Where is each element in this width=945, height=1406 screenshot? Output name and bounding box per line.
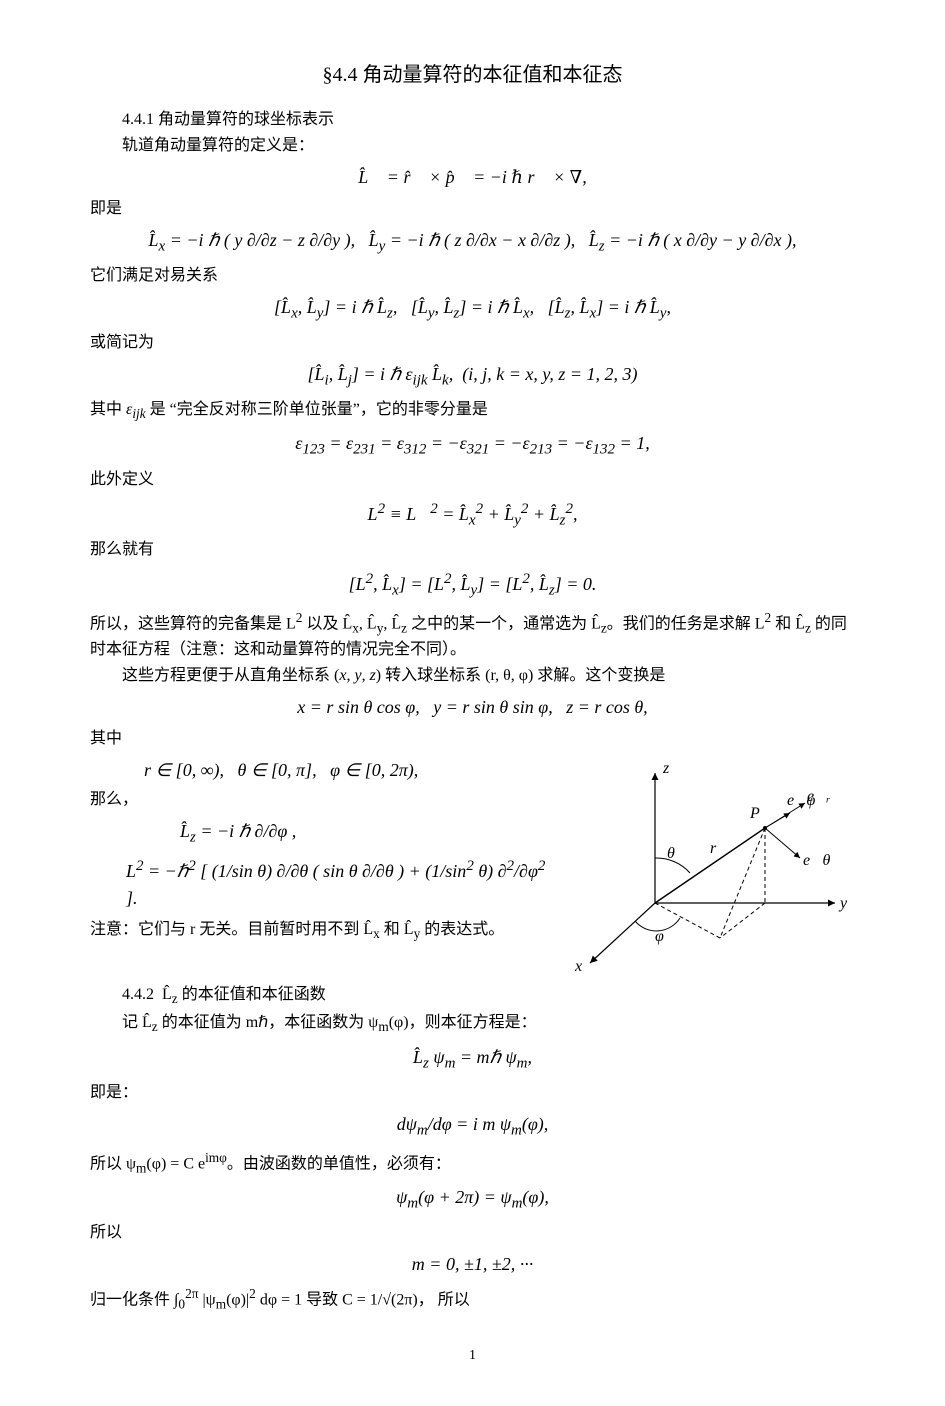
equation: L̂x = −i ℏ ( y ∂/∂z − z ∂/∂y ), L̂y = −i… bbox=[90, 227, 855, 258]
equation: L2 ≡ L⃗2 = L̂x2 + L̂y2 + L̂z2, bbox=[90, 498, 855, 532]
equation: ε123 = ε231 = ε312 = −ε321 = −ε213 = −ε1… bbox=[90, 430, 855, 461]
text-line: 其中 bbox=[90, 727, 855, 751]
equation: L̂z ψm = mℏ ψm, bbox=[90, 1044, 855, 1075]
svg-text:e⃗φ: e⃗φ bbox=[787, 792, 816, 809]
svg-text:θ: θ bbox=[667, 845, 675, 862]
svg-text:x: x bbox=[574, 958, 582, 973]
text-line: 所以 bbox=[90, 1221, 855, 1245]
page-number: 1 bbox=[90, 1345, 855, 1366]
equation: [L̂i, L̂j] = i ℏ εijk L̂k, (i, j, k = x,… bbox=[90, 361, 855, 392]
svg-text:e⃗θ: e⃗θ bbox=[803, 852, 831, 869]
text-line: 注意：它们与 r 无关。目前暂时用不到 L̂x 和 L̂y 的表达式。 bbox=[90, 918, 555, 944]
equation: [L2, L̂x] = [L2, L̂y] = [L2, L̂z] = 0. bbox=[90, 568, 855, 602]
text-line: 这些方程更便于从直角坐标系 (x, y, z) 转入球坐标系 (r, θ, φ)… bbox=[90, 664, 855, 688]
text-line: 归一化条件 ∫02π |ψm(φ)|2 dφ = 1 导致 C = 1/√(2π… bbox=[90, 1284, 855, 1315]
svg-text:P: P bbox=[749, 805, 760, 822]
text-line: 轨道角动量算符的定义是： bbox=[90, 134, 855, 158]
text-line: 所以 ψm(φ) = C eimφ。由波函数的单值性，必须有： bbox=[90, 1148, 855, 1179]
text-line: 即是： bbox=[90, 1081, 855, 1105]
equation: ψm(φ + 2π) = ψm(φ), bbox=[90, 1184, 855, 1215]
svg-text:r: r bbox=[710, 840, 717, 857]
equation: dψm/dφ = i m ψm(φ), bbox=[90, 1111, 855, 1142]
equation: L2 = −ℏ2 [ (1/sin θ) ∂/∂θ ( sin θ ∂/∂θ )… bbox=[126, 855, 555, 912]
text-line: 记 L̂z 的本征值为 mℏ，本征函数为 ψm(φ)，则本征方程是： bbox=[90, 1011, 855, 1037]
text-paragraph: 所以，这些算符的完备集是 L2 以及 L̂x, L̂y, L̂z 之中的某一个，… bbox=[90, 608, 855, 663]
text-fragment: 其中 bbox=[90, 401, 126, 418]
equation: x = r sin θ cos φ, y = r sin θ sin φ, z … bbox=[90, 694, 855, 721]
equation: L̂⃗ = r̂⃗ × p̂⃗ = −i ℏ r⃗ × ∇, bbox=[90, 164, 855, 191]
text-fragment: εijk bbox=[126, 401, 146, 418]
text-line: 那么就有 bbox=[90, 538, 855, 562]
text-line: 其中 εijk 是 “完全反对称三阶单位张量”，它的非零分量是 bbox=[90, 398, 855, 424]
equation: m = 0, ±1, ±2, ··· bbox=[90, 1251, 855, 1278]
page-title: §4.4 角动量算符的本征值和本征态 bbox=[90, 60, 855, 90]
text-line: 它们满足对易关系 bbox=[90, 264, 855, 288]
text-fragment: 是 “完全反对称三阶单位张量”，它的非零分量是 bbox=[146, 401, 488, 418]
text-line: 即是 bbox=[90, 197, 855, 221]
section-heading-1: 4.4.1 角动量算符的球坐标表示 bbox=[90, 108, 855, 132]
text-line: 或简记为 bbox=[90, 331, 855, 355]
text-line: 此外定义 bbox=[90, 468, 855, 492]
equation: r ∈ [0, ∞), θ ∈ [0, π], φ ∈ [0, 2π), bbox=[144, 757, 555, 784]
equation: L̂z = −i ℏ ∂/∂φ , bbox=[180, 818, 555, 849]
svg-text:φ: φ bbox=[655, 928, 664, 945]
section-heading-2: 4.4.2 L̂z 的本征值和本征函数 bbox=[90, 983, 855, 1009]
svg-text:z: z bbox=[662, 760, 670, 777]
equation: [L̂x, L̂y] = i ℏ L̂z, [L̂y, L̂z] = i ℏ L… bbox=[90, 294, 855, 325]
coordinate-figure: z y x P r e⃗ᵣ e⃗θ e⃗φ θ bbox=[555, 753, 855, 981]
text-line: 那么， bbox=[90, 788, 555, 812]
svg-text:y: y bbox=[838, 895, 848, 912]
